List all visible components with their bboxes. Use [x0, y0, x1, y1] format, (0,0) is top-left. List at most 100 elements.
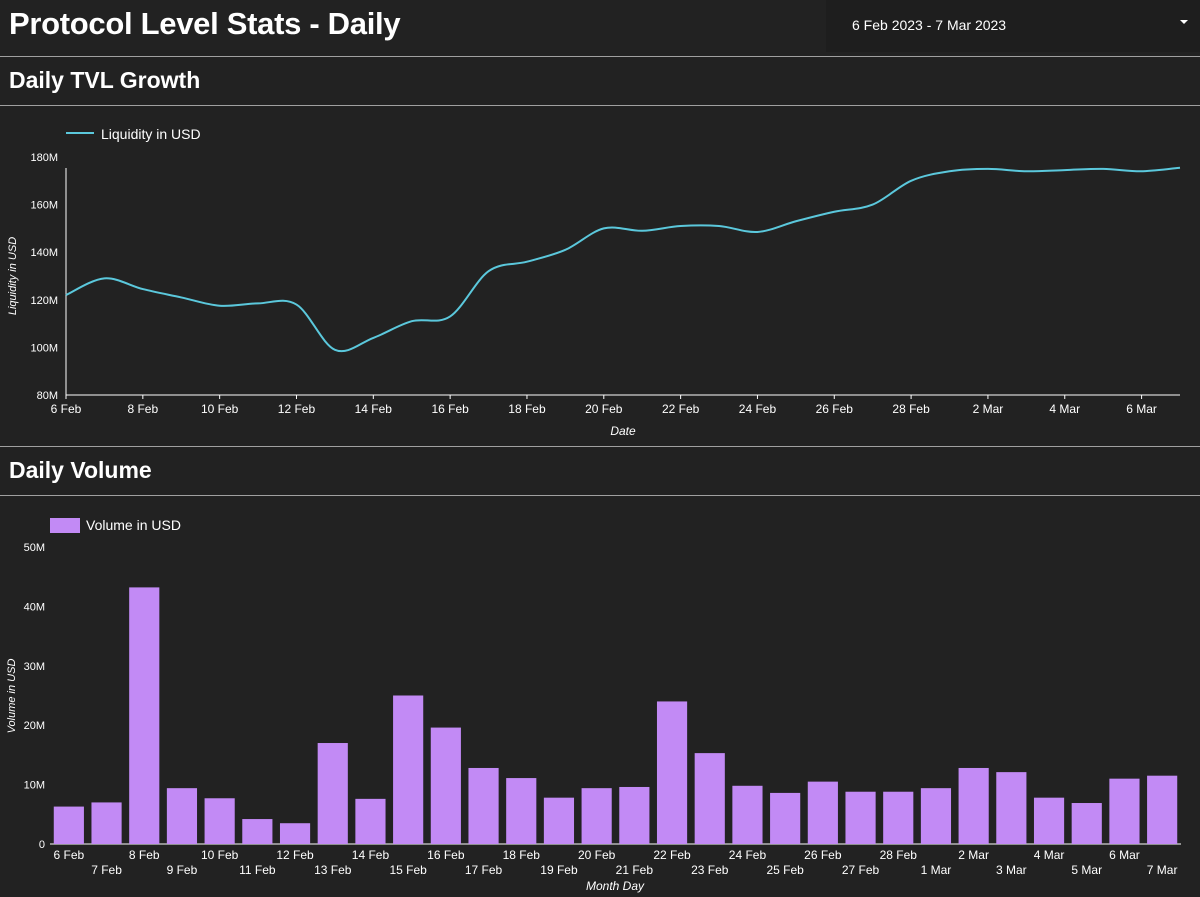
bar-volume	[242, 819, 273, 844]
x-tick-label: 19 Feb	[540, 863, 578, 877]
date-range-label: 6 Feb 2023 - 7 Mar 2023	[852, 17, 1007, 33]
x-tick-label: 4 Mar	[1034, 848, 1065, 862]
bar-volume	[468, 767, 499, 844]
x-tick-label: 12 Feb	[278, 402, 316, 416]
x-tick-label: 17 Feb	[465, 863, 503, 877]
legend-swatch-volume	[50, 518, 80, 533]
x-tick-label: 9 Feb	[167, 863, 198, 877]
date-range-picker[interactable]: 6 Feb 2023 - 7 Mar 2023	[826, 0, 1200, 52]
y-axis-title: Liquidity in USD	[7, 237, 19, 315]
y-tick-label: 180M	[30, 152, 58, 164]
x-tick-label: 20 Feb	[578, 848, 616, 862]
x-tick-label: 27 Feb	[842, 863, 880, 877]
y-tick-label: 30M	[24, 661, 45, 673]
bar-volume	[279, 823, 311, 844]
y-tick-label: 100M	[30, 342, 58, 354]
bar-volume	[920, 788, 952, 844]
x-tick-label: 18 Feb	[503, 848, 541, 862]
x-tick-label: 5 Mar	[1071, 863, 1102, 877]
x-tick-label: 26 Feb	[804, 848, 842, 862]
dropdown-caret-icon[interactable]	[1180, 20, 1188, 24]
x-tick-label: 6 Mar	[1109, 848, 1140, 862]
bar-volume	[619, 786, 650, 844]
bar-volume	[1071, 803, 1102, 844]
x-tick-label: 12 Feb	[276, 848, 314, 862]
x-tick-label: 20 Feb	[585, 402, 623, 416]
legend-label-volume: Volume in USD	[86, 517, 181, 533]
x-tick-label: 1 Mar	[921, 863, 952, 877]
x-tick-label: 6 Feb	[54, 848, 85, 862]
bar-volume	[996, 772, 1027, 844]
x-tick-label: 24 Feb	[739, 402, 777, 416]
bar-volume	[129, 587, 160, 844]
x-tick-label: 24 Feb	[729, 848, 767, 862]
bar-volume	[166, 788, 198, 844]
y-tick-label: 80M	[37, 390, 58, 402]
series-line-liquidity	[65, 166, 1181, 353]
volume-section-title: Daily Volume	[9, 457, 152, 483]
y-tick-label: 0	[39, 839, 45, 851]
bar-volume	[958, 767, 989, 844]
x-tick-label: 14 Feb	[355, 402, 393, 416]
bar-volume	[656, 701, 688, 844]
bar-volume	[430, 727, 461, 844]
x-tick-label: 8 Feb	[129, 848, 160, 862]
y-tick-label: 160M	[30, 200, 58, 212]
x-tick-label: 21 Feb	[616, 863, 654, 877]
x-tick-label: 22 Feb	[653, 848, 691, 862]
x-tick-label: 11 Feb	[239, 863, 276, 877]
x-tick-label: 3 Mar	[996, 863, 1027, 877]
tvl-section-title: Daily TVL Growth	[9, 67, 201, 93]
x-tick-label: 10 Feb	[201, 848, 239, 862]
y-tick-label: 120M	[30, 295, 58, 307]
x-tick-label: 16 Feb	[427, 848, 465, 862]
x-tick-label: 6 Feb	[51, 402, 82, 416]
x-tick-label: 4 Mar	[1049, 402, 1080, 416]
x-tick-label: 28 Feb	[892, 402, 930, 416]
y-tick-label: 50M	[24, 542, 45, 554]
x-tick-label: 16 Feb	[431, 402, 469, 416]
x-tick-label: 26 Feb	[816, 402, 854, 416]
y-tick-label: 20M	[24, 720, 45, 732]
bar-volume	[53, 806, 84, 844]
x-tick-label: 14 Feb	[352, 848, 390, 862]
bar-volume	[543, 797, 575, 844]
bar-volume	[317, 743, 348, 844]
volume-section-header: Daily Volume	[0, 446, 1200, 496]
bar-volume	[204, 798, 235, 844]
bar-volume	[770, 792, 801, 844]
page-title: Protocol Level Stats - Daily	[9, 6, 401, 41]
x-tick-label: 23 Feb	[691, 863, 729, 877]
bar-volume	[883, 791, 914, 844]
x-axis-title: Date	[610, 424, 636, 438]
bar-volume	[393, 695, 424, 844]
bar-volume	[1033, 797, 1065, 844]
x-tick-label: 6 Mar	[1126, 402, 1157, 416]
y-tick-label: 140M	[30, 247, 58, 259]
bar-volume	[845, 791, 876, 844]
x-tick-label: 22 Feb	[662, 402, 700, 416]
bar-volume	[1109, 778, 1140, 844]
x-tick-label: 10 Feb	[201, 402, 239, 416]
x-tick-label: 2 Mar	[973, 402, 1004, 416]
y-axis-title: Volume in USD	[6, 659, 18, 734]
x-tick-label: 18 Feb	[508, 402, 546, 416]
x-axis-title: Month Day	[586, 879, 645, 893]
bar-volume	[1147, 775, 1178, 844]
bar-volume	[355, 798, 386, 844]
tvl-section-header: Daily TVL Growth	[0, 56, 1200, 106]
x-tick-label: 2 Mar	[958, 848, 989, 862]
bar-volume	[581, 788, 612, 844]
bar-volume	[694, 753, 725, 844]
bar-volume	[506, 778, 537, 844]
bar-volume	[91, 802, 122, 844]
x-tick-label: 13 Feb	[314, 863, 352, 877]
x-tick-label: 28 Feb	[880, 848, 918, 862]
volume-bar-chart: Volume in USD 0 10M 20M 30M 40M 50M 6 Feb 7 Feb 8…	[6, 517, 1181, 893]
x-tick-label: 25 Feb	[766, 863, 804, 877]
tvl-line-chart: Liquidity in USD 80M 100M 120M 140M 160M 180M 6…	[7, 126, 1181, 438]
x-tick-label: 7 Feb	[91, 863, 122, 877]
y-tick-label: 10M	[24, 780, 45, 792]
legend-label-liquidity: Liquidity in USD	[101, 126, 201, 142]
y-tick-label: 40M	[24, 601, 45, 613]
